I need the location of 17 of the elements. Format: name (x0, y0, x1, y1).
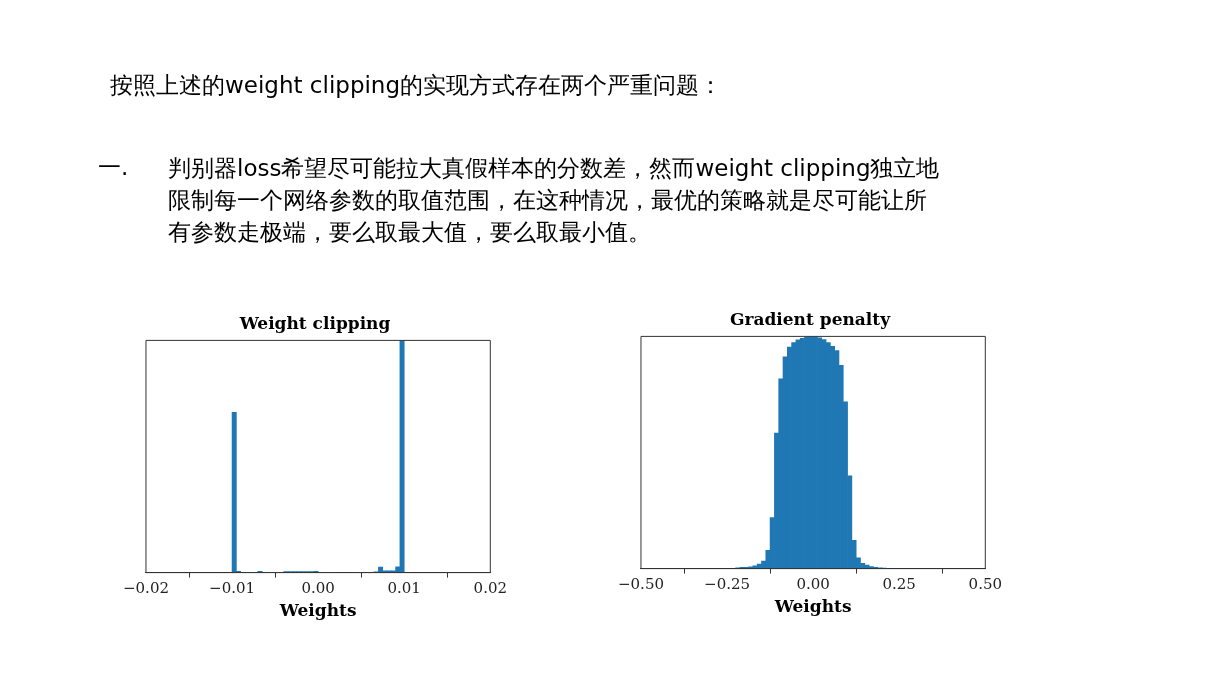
text: 判别器loss希望尽可能拉大真假样本的分数差，然而weight clipping独立地限制每一个网络参数的取值范围，在这种情况，最优的策略就是尽可能让所有参数走极端，要么取最大值，要么取最小值。 (168, 154, 941, 247)
chart-title: Weight clipping (238, 312, 391, 333)
x-tick-label: 0.02 (473, 579, 507, 598)
x-axis-title: Weights (278, 600, 357, 621)
x-tick-label: 0.25 (882, 575, 916, 594)
x-tick-label: 0.00 (796, 575, 830, 594)
x-tick-label: 0.00 (301, 579, 335, 598)
x-tick-label: −0.25 (704, 575, 751, 594)
x-tick-label: 0.01 (387, 579, 421, 598)
x-tick-label: −0.01 (209, 579, 256, 598)
x-tick-label: −0.02 (123, 579, 169, 598)
x-tick-label: −0.50 (618, 575, 664, 594)
x-axis-title: Weights (773, 596, 852, 617)
text: 一. (98, 153, 129, 182)
chart-title: Gradient penalty (729, 308, 892, 329)
text: 按照上述的weight clipping的实现方式存在两个严重问题： (110, 71, 723, 100)
x-tick-label: 0.50 (968, 575, 1002, 594)
